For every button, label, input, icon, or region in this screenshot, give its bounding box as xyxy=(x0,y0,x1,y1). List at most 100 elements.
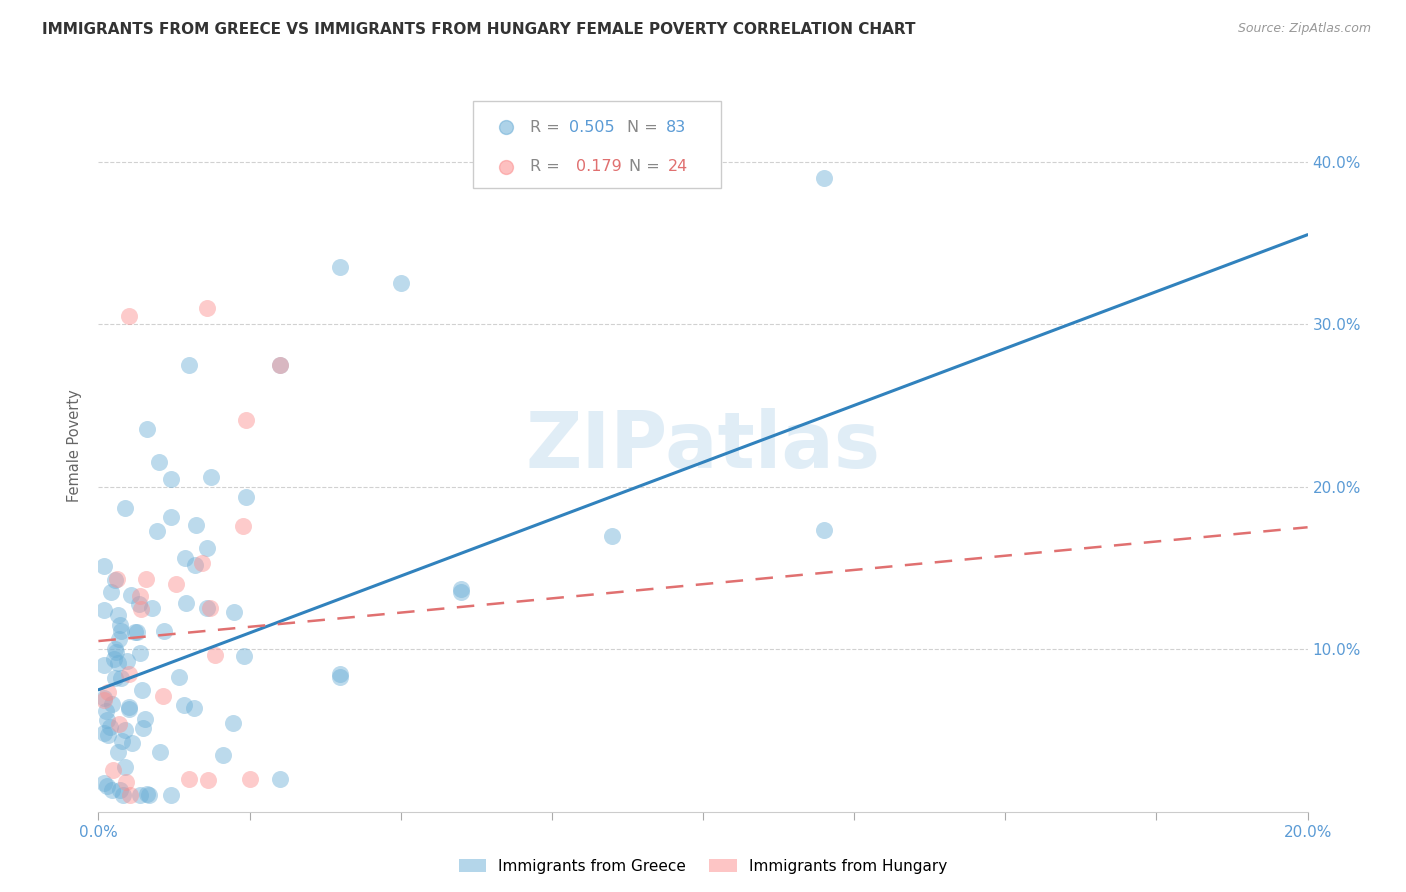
Text: 24: 24 xyxy=(668,160,688,174)
Point xyxy=(93,691,115,706)
Point xyxy=(107,632,129,647)
Point xyxy=(135,422,157,436)
Y-axis label: Female Poverty: Female Poverty xyxy=(67,390,83,502)
Text: 0.179: 0.179 xyxy=(576,160,621,174)
Point xyxy=(813,523,835,537)
Point xyxy=(149,745,172,759)
Point xyxy=(232,518,254,533)
Point xyxy=(129,602,152,616)
Point xyxy=(153,624,176,639)
Point xyxy=(222,715,245,730)
Point xyxy=(200,469,222,483)
Point xyxy=(602,528,624,542)
Point xyxy=(389,277,412,291)
Point xyxy=(212,747,235,762)
Point xyxy=(174,596,197,610)
Text: 0.505: 0.505 xyxy=(569,120,614,135)
Point xyxy=(110,783,132,797)
Point xyxy=(197,772,219,787)
Point xyxy=(96,779,118,793)
Point xyxy=(135,573,157,587)
Point xyxy=(128,589,150,603)
Point xyxy=(167,670,190,684)
Point xyxy=(103,652,125,666)
Point xyxy=(118,700,141,714)
Point xyxy=(104,574,127,588)
Point xyxy=(104,645,127,659)
Point xyxy=(232,648,254,663)
Point xyxy=(107,656,129,670)
Point xyxy=(195,301,218,315)
Point xyxy=(146,524,169,538)
Point xyxy=(101,697,124,711)
Point xyxy=(110,671,132,685)
Point xyxy=(329,670,352,684)
Point xyxy=(93,657,115,672)
Point xyxy=(98,720,121,734)
Point xyxy=(235,413,257,427)
Point xyxy=(93,693,115,707)
Point xyxy=(111,734,134,748)
Point xyxy=(94,704,117,718)
Point xyxy=(96,713,118,727)
Point xyxy=(114,723,136,738)
Text: R =: R = xyxy=(530,160,569,174)
Point xyxy=(813,170,835,185)
Text: N =: N = xyxy=(630,160,665,174)
Point xyxy=(138,788,160,802)
Point xyxy=(117,654,139,668)
Point xyxy=(93,559,115,574)
Point xyxy=(118,666,141,681)
Text: IMMIGRANTS FROM GREECE VS IMMIGRANTS FROM HUNGARY FEMALE POVERTY CORRELATION CHA: IMMIGRANTS FROM GREECE VS IMMIGRANTS FRO… xyxy=(42,22,915,37)
Point xyxy=(222,605,245,619)
Point xyxy=(114,760,136,774)
Point xyxy=(239,772,262,787)
Point xyxy=(128,789,150,803)
Point xyxy=(120,588,142,602)
Point xyxy=(184,558,207,572)
Point xyxy=(124,625,146,640)
Point xyxy=(160,471,183,485)
Point xyxy=(198,600,221,615)
Point xyxy=(97,728,120,742)
Legend: Immigrants from Greece, Immigrants from Hungary: Immigrants from Greece, Immigrants from … xyxy=(453,853,953,880)
Point xyxy=(132,721,155,735)
Point xyxy=(134,712,156,726)
Point xyxy=(97,685,120,699)
Point xyxy=(160,509,183,524)
Point xyxy=(118,702,141,716)
Text: Source: ZipAtlas.com: Source: ZipAtlas.com xyxy=(1237,22,1371,36)
Point xyxy=(114,774,136,789)
Point xyxy=(269,358,291,372)
Point xyxy=(110,624,132,638)
Point xyxy=(174,550,197,565)
Point xyxy=(110,618,132,632)
Point xyxy=(329,260,352,275)
Point xyxy=(121,736,143,750)
Point xyxy=(195,541,218,555)
Point xyxy=(179,358,201,372)
Point xyxy=(104,642,127,657)
Point xyxy=(148,455,170,469)
Point xyxy=(450,582,472,596)
Point xyxy=(114,501,136,516)
Point xyxy=(107,607,129,622)
Point xyxy=(129,646,152,660)
Point xyxy=(100,585,122,599)
Point xyxy=(104,671,127,685)
Point xyxy=(179,772,201,787)
Point xyxy=(101,764,124,778)
Point xyxy=(165,577,187,591)
Point xyxy=(235,491,257,505)
Point xyxy=(111,789,134,803)
Point xyxy=(93,775,115,789)
Point xyxy=(93,603,115,617)
Point xyxy=(204,648,226,662)
Point xyxy=(101,783,124,797)
Point xyxy=(120,789,142,803)
Text: ZIPatlas: ZIPatlas xyxy=(526,408,880,484)
Point xyxy=(105,572,128,586)
Point xyxy=(128,597,150,611)
Point xyxy=(136,787,159,801)
Point xyxy=(269,358,291,372)
